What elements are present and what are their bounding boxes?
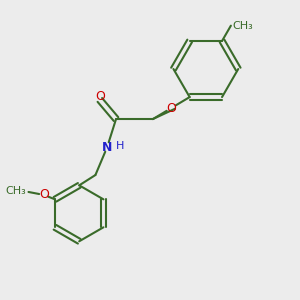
Text: CH₃: CH₃ — [5, 186, 26, 197]
Text: O: O — [39, 188, 49, 201]
Text: H: H — [116, 141, 124, 151]
Text: O: O — [166, 102, 176, 115]
Text: O: O — [95, 90, 105, 103]
Text: N: N — [102, 141, 112, 154]
Text: CH₃: CH₃ — [232, 21, 253, 31]
